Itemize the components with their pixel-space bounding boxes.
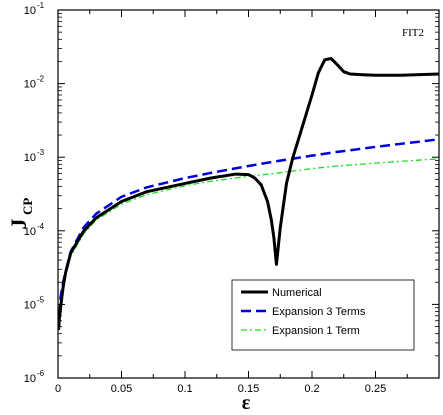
- legend-label-expansion-1: Expansion 1 Term: [272, 325, 360, 337]
- y-tick-label: 10: [24, 5, 36, 17]
- y-tick-label: 10: [24, 79, 36, 91]
- x-axis-label: ε: [242, 392, 251, 414]
- y-tick-label-exponent: -5: [37, 295, 45, 304]
- x-tick-label: 0.05: [111, 383, 132, 395]
- x-tick-label: 0: [55, 383, 61, 395]
- y-axis-label-sub: CP: [20, 198, 35, 215]
- legend-label-numerical: Numerical: [272, 287, 322, 299]
- x-tick-label: 0.25: [365, 383, 386, 395]
- y-tick-label-exponent: -1: [37, 1, 45, 10]
- y-tick-label: 10: [24, 226, 36, 238]
- fit-annotation: FIT2: [402, 27, 424, 39]
- y-tick-label-exponent: -4: [37, 222, 45, 231]
- y-tick-label-exponent: -2: [37, 75, 45, 84]
- y-tick-label-exponent: -3: [37, 148, 45, 157]
- y-tick-label: 10: [24, 152, 36, 164]
- y-tick-label: 10: [24, 299, 36, 311]
- series-layer: [58, 56, 439, 331]
- y-tick-label: 10: [24, 373, 36, 385]
- y-axis-label-main: J: [6, 219, 31, 230]
- y-axis-label: J CP: [6, 198, 35, 230]
- x-tick-label: 0.2: [304, 383, 319, 395]
- legend-label-expansion-3: Expansion 3 Terms: [272, 306, 366, 318]
- x-tick-label: 0.1: [177, 383, 192, 395]
- series-line-numerical: [58, 56, 439, 331]
- y-tick-label-exponent: -6: [37, 369, 45, 378]
- x-tick-label: 0.15: [238, 383, 259, 395]
- legend: Numerical Expansion 3 Terms Expansion 1 …: [231, 279, 415, 351]
- ticks-layer: [57, 9, 439, 379]
